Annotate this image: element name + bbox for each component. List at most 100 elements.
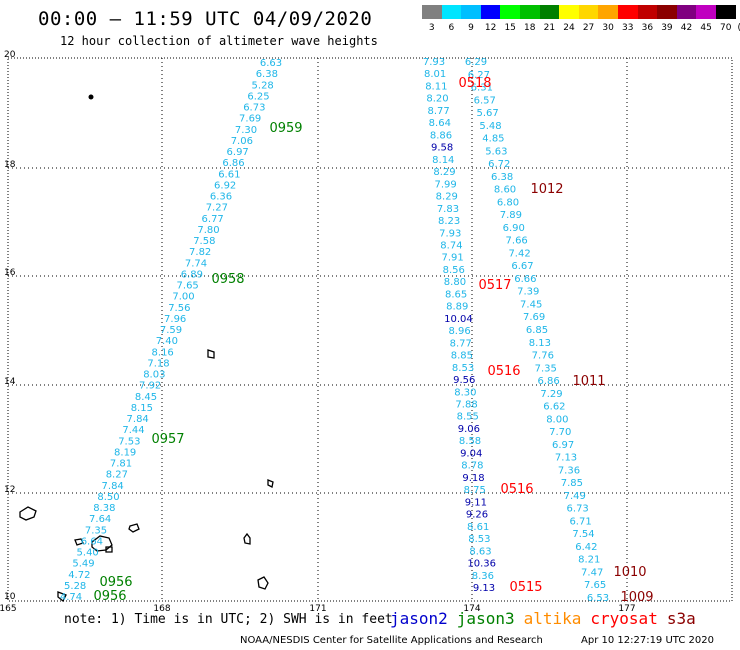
- swh-value: 6.97: [552, 440, 574, 451]
- pass-time-label: 1009: [620, 590, 653, 605]
- island-outline: [207, 349, 215, 359]
- island-outline: [19, 506, 37, 521]
- swh-value: 6.27: [468, 70, 490, 81]
- pass-time-label: 0516: [500, 482, 533, 497]
- latitude-label: 18: [4, 160, 16, 170]
- color-scale-label: 30: [602, 23, 614, 33]
- swh-value: 8.53: [452, 363, 474, 374]
- swh-value: 7.65: [177, 281, 199, 292]
- swh-value: 8.11: [425, 81, 447, 92]
- swh-value: 7.84: [102, 481, 124, 492]
- swh-value: 6.89: [181, 269, 203, 280]
- color-scale-swatch: [578, 5, 599, 19]
- island-outline: [74, 538, 84, 546]
- swh-value: 7.65: [584, 580, 606, 591]
- color-scale-label: 24: [563, 23, 575, 33]
- color-scale-label: 45: [700, 23, 712, 33]
- color-scale-label: 42: [680, 23, 693, 33]
- swh-value: 6.62: [543, 402, 565, 413]
- pass-time-label: 0958: [211, 272, 244, 287]
- color-scale-swatch: [539, 5, 560, 19]
- swh-value: 7.80: [197, 225, 219, 236]
- color-scale-swatch: [559, 5, 579, 19]
- map-frame: [7, 57, 733, 602]
- color-scale-label: 15: [504, 23, 516, 33]
- swh-value: 7.56: [168, 303, 190, 314]
- swh-value: 6.31: [471, 83, 493, 94]
- swh-value: 7.91: [441, 253, 463, 264]
- swh-value: 7.74: [185, 258, 207, 269]
- swh-value: 8.86: [430, 130, 452, 141]
- swh-value: 7.44: [122, 425, 144, 436]
- swh-value: 8.50: [97, 492, 119, 503]
- swh-value: 7.69: [239, 114, 261, 125]
- latitude-label: 12: [4, 485, 15, 495]
- swh-value: 7.29: [540, 389, 562, 400]
- swh-value: 7.00: [172, 292, 194, 303]
- swh-value: 8.89: [446, 302, 468, 313]
- swh-value: 8.21: [578, 555, 600, 566]
- swh-value: 7.42: [508, 248, 530, 259]
- swh-value: 7.58: [193, 236, 215, 247]
- swh-value: 7.70: [549, 427, 571, 438]
- swh-value: 5.40: [77, 548, 99, 559]
- swh-value: 5.49: [72, 559, 94, 570]
- island-outline: [257, 576, 269, 590]
- color-scale-swatch: [617, 5, 638, 19]
- swh-value: 9.56: [453, 375, 475, 386]
- swh-value: 8.01: [424, 69, 446, 80]
- map-title: 00:00 – 11:59 UTC 04/09/2020: [38, 8, 373, 30]
- swh-value: 6.86: [222, 158, 244, 169]
- swh-value: 8.38: [93, 503, 115, 514]
- swh-value: 8.56: [443, 265, 465, 276]
- swh-value: 8.27: [106, 470, 128, 481]
- swh-value: 9.11: [465, 497, 487, 508]
- color-scale-label: 70: [719, 23, 732, 33]
- swh-value: 5.28: [64, 581, 86, 592]
- swh-value: 5.63: [485, 146, 507, 157]
- map-subtitle: 12 hour collection of altimeter wave hei…: [60, 34, 378, 48]
- color-scale-label: 3: [428, 23, 435, 33]
- swh-value: 8.85: [451, 351, 473, 362]
- swh-value: 6.36: [210, 192, 232, 203]
- color-scale-swatch: [461, 5, 481, 19]
- swh-value: 6.67: [511, 261, 533, 272]
- satellite-jason2: jason2: [390, 609, 448, 628]
- satellite-legend: jason2 jason3 altika cryosat s3a: [390, 609, 705, 628]
- swh-value: 6.53: [587, 593, 609, 604]
- color-scale-unit: (ft): [738, 23, 740, 33]
- pass-time-label: 0518: [458, 76, 491, 91]
- swh-value: 6.72: [488, 159, 510, 170]
- swh-value: 8.63: [469, 546, 491, 557]
- swh-value: 8.20: [426, 94, 448, 105]
- swh-value: 7.85: [561, 478, 583, 489]
- color-scale-swatches: [422, 5, 740, 21]
- pass-time-label: 0959: [269, 121, 302, 136]
- swh-value: 7.89: [500, 210, 522, 221]
- swh-value: 6.77: [202, 214, 224, 225]
- swh-value: 7.99: [434, 179, 456, 190]
- swh-value: 9.18: [462, 473, 484, 484]
- swh-value: 6.90: [503, 223, 525, 234]
- swh-value: 8.45: [135, 392, 157, 403]
- swh-value: 4.74: [60, 592, 82, 603]
- generated-timestamp: Apr 10 12:27:19 UTC 2020: [581, 635, 714, 646]
- swh-value: 7.83: [437, 204, 459, 215]
- swh-value: 8.03: [143, 370, 165, 381]
- swh-value: 8.29: [436, 192, 458, 203]
- swh-value: 8.55: [457, 412, 479, 423]
- longitude-label: 171: [309, 604, 326, 614]
- color-scale-label: 21: [543, 23, 556, 33]
- swh-value: 7.93: [439, 228, 461, 239]
- swh-value: 7.45: [520, 299, 542, 310]
- swh-value: 8.77: [428, 106, 450, 117]
- color-scale-swatch: [519, 5, 540, 19]
- color-scale-swatch: [715, 5, 736, 19]
- swh-value: 6.86: [537, 376, 559, 387]
- swh-value: 8.74: [440, 240, 462, 251]
- swh-value: 9.13: [473, 583, 495, 594]
- color-scale-swatch: [500, 5, 520, 19]
- swh-value: 5.28: [252, 80, 274, 91]
